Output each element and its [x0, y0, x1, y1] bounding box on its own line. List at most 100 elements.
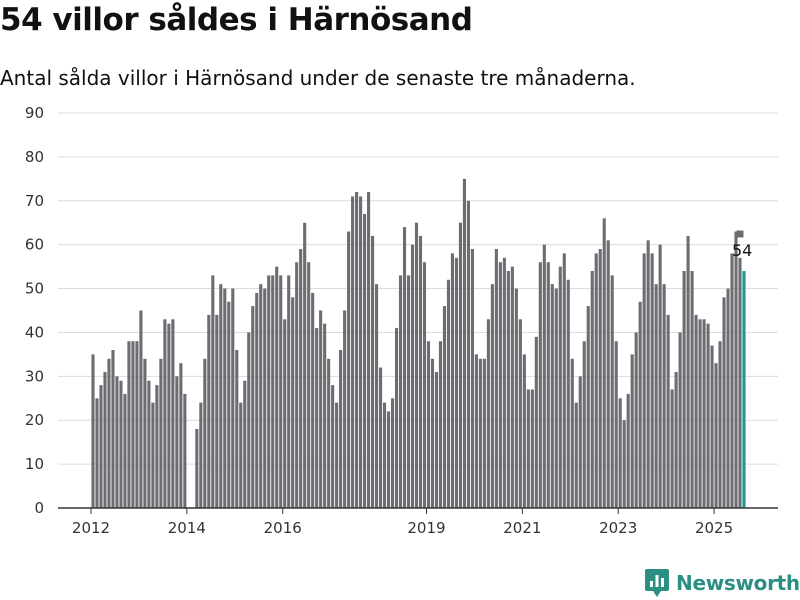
bar [446, 279, 451, 508]
newsworthy-logo-icon [645, 569, 669, 597]
bar [582, 341, 586, 508]
bar [147, 380, 151, 508]
x-tick-label: 2014 [168, 519, 206, 537]
bar [562, 253, 566, 508]
bar [550, 284, 554, 508]
bar [99, 385, 103, 508]
y-tick-label: 10 [25, 455, 44, 473]
bar [418, 235, 423, 508]
bar [642, 253, 646, 508]
bar [123, 393, 127, 508]
bar [219, 284, 223, 508]
bar [235, 350, 239, 508]
bar-chart: 0 10 20 30 40 50 60 70 80 90 2012 2014 2016 2019 2021… [25, 104, 778, 537]
y-tick-label: 30 [25, 367, 44, 385]
bar [526, 389, 530, 508]
bar [502, 257, 506, 508]
bar [139, 310, 143, 508]
bar [319, 310, 323, 508]
bar [135, 341, 139, 508]
bar [454, 257, 458, 508]
bar [706, 323, 710, 508]
bar [738, 257, 742, 508]
bar [127, 341, 131, 508]
bar [606, 240, 610, 508]
bar [554, 288, 558, 508]
bar [538, 262, 542, 508]
bar [359, 196, 363, 508]
bar [734, 231, 738, 508]
bar [103, 371, 107, 508]
bar [179, 363, 183, 508]
bar [458, 222, 462, 508]
bar [598, 249, 602, 508]
bar [466, 200, 470, 508]
bar [482, 358, 486, 508]
bar [291, 297, 295, 508]
bar [506, 271, 510, 508]
bar [355, 192, 359, 508]
bar [131, 341, 135, 508]
bar [367, 192, 371, 508]
bar [390, 398, 395, 508]
bar [247, 332, 251, 508]
bar [259, 284, 263, 508]
bar [398, 275, 403, 508]
bar [486, 319, 490, 508]
bar [570, 358, 574, 508]
bar [275, 266, 279, 508]
bar [658, 244, 662, 509]
bar [207, 314, 211, 508]
y-tick-label: 80 [25, 148, 44, 166]
bar [666, 314, 670, 508]
bar [726, 288, 730, 508]
bar [263, 288, 267, 508]
bar [255, 292, 259, 508]
bar [718, 341, 722, 508]
x-tick-label: 2019 [407, 519, 445, 537]
bar [514, 288, 518, 508]
bar [167, 323, 171, 508]
bar [371, 235, 375, 508]
bar [650, 253, 654, 508]
bars [91, 178, 746, 509]
y-tick-label: 70 [25, 192, 44, 210]
bar [422, 262, 427, 508]
bar [303, 222, 307, 508]
bar [239, 402, 243, 508]
bar [618, 398, 622, 508]
bar [730, 253, 734, 508]
bar [199, 402, 203, 508]
bar [115, 376, 119, 508]
brand-logo: Newsworthy [644, 568, 800, 598]
bar [283, 319, 287, 508]
bar [622, 420, 626, 508]
bar [518, 319, 522, 508]
bar [315, 328, 319, 508]
bar [498, 262, 502, 508]
bar [474, 354, 478, 508]
bar [279, 275, 283, 508]
bar [323, 323, 327, 508]
bar [107, 358, 111, 508]
y-tick-label: 0 [34, 499, 44, 517]
bar [522, 354, 526, 508]
bar [470, 249, 474, 508]
bar [335, 402, 339, 508]
bar [243, 380, 247, 508]
bar [578, 376, 582, 508]
bar [223, 288, 227, 508]
bar [510, 266, 514, 508]
bar [450, 253, 455, 508]
brand-name: Newsworthy [676, 571, 800, 595]
chart-title: 54 villor såldes i Härnösand [0, 2, 473, 38]
y-tick-label: 60 [25, 236, 44, 254]
bar [267, 275, 271, 508]
bar [363, 213, 367, 508]
bar [171, 319, 175, 508]
bar [343, 310, 347, 508]
bar [710, 345, 714, 508]
x-tick-label: 2021 [503, 519, 541, 537]
bar [558, 266, 562, 508]
bar [386, 411, 391, 508]
